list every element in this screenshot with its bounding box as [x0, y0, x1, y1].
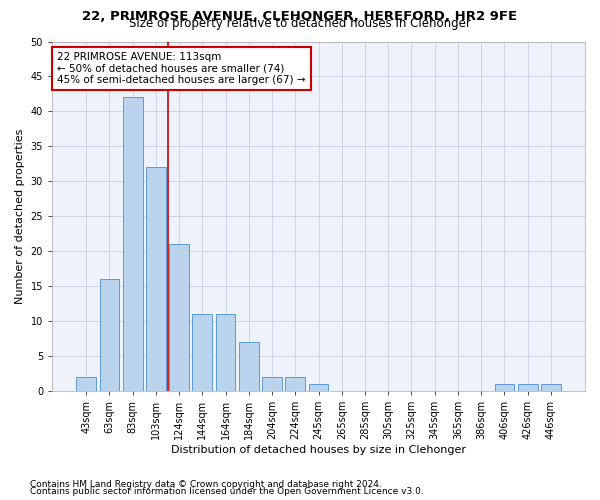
Bar: [100, 279, 119, 391]
Bar: [76, 377, 96, 391]
Bar: [239, 342, 259, 391]
Bar: [216, 314, 235, 391]
Bar: [123, 98, 143, 391]
X-axis label: Distribution of detached houses by size in Clehonger: Distribution of detached houses by size …: [171, 445, 466, 455]
Bar: [146, 168, 166, 391]
Bar: [169, 244, 189, 391]
Y-axis label: Number of detached properties: Number of detached properties: [15, 128, 25, 304]
Text: 22, PRIMROSE AVENUE, CLEHONGER, HEREFORD, HR2 9FE: 22, PRIMROSE AVENUE, CLEHONGER, HEREFORD…: [82, 10, 518, 23]
Text: 22 PRIMROSE AVENUE: 113sqm
← 50% of detached houses are smaller (74)
45% of semi: 22 PRIMROSE AVENUE: 113sqm ← 50% of deta…: [58, 52, 306, 85]
Bar: [494, 384, 514, 391]
Text: Size of property relative to detached houses in Clehonger: Size of property relative to detached ho…: [129, 18, 471, 30]
Bar: [286, 377, 305, 391]
Bar: [518, 384, 538, 391]
Text: Contains HM Land Registry data © Crown copyright and database right 2024.: Contains HM Land Registry data © Crown c…: [30, 480, 382, 489]
Bar: [262, 377, 282, 391]
Text: Contains public sector information licensed under the Open Government Licence v3: Contains public sector information licen…: [30, 487, 424, 496]
Bar: [541, 384, 561, 391]
Bar: [308, 384, 328, 391]
Bar: [193, 314, 212, 391]
